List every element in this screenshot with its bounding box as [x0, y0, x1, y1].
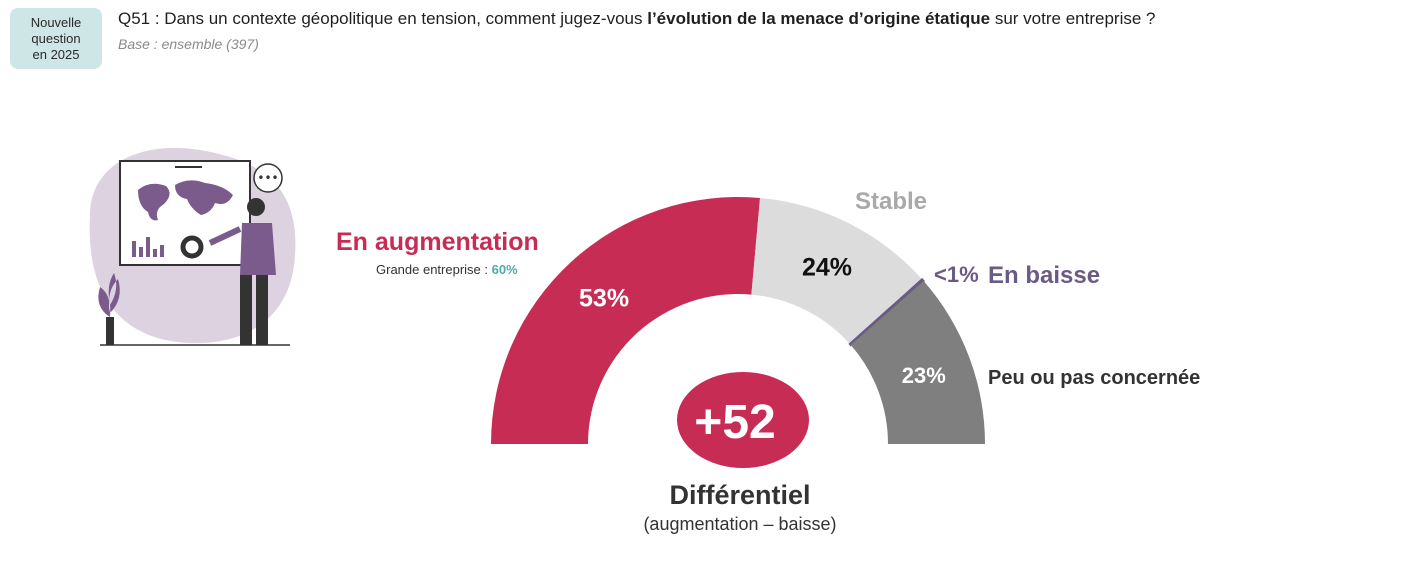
slice-label-augmentation: 53% [579, 285, 629, 313]
label-augmentation: En augmentation [336, 228, 539, 256]
badge-line-3: en 2025 [32, 46, 80, 62]
base-label: Base [118, 36, 150, 52]
differential-subtitle: (augmentation – baisse) [643, 514, 837, 534]
badge-line-1: Nouvelle [30, 14, 82, 30]
slice-stable [751, 197, 923, 344]
label-stable: Stable [855, 188, 928, 215]
differential-badge: +52 [677, 372, 809, 468]
label-baisse: En baisse [988, 262, 1101, 289]
base-sep: : [149, 36, 162, 52]
badge-line-2: question [31, 30, 81, 46]
question-title: Q51 : Dans un contexte géopolitique en t… [118, 9, 1398, 29]
question-prefix: Q51 : Dans un contexte géopolitique en t… [118, 9, 648, 28]
differential-ellipse [677, 372, 809, 468]
value-baisse: <1% [934, 262, 979, 287]
question-suffix: sur votre entreprise ? [990, 9, 1156, 28]
slice-label-peu: 23% [902, 363, 946, 388]
new-question-badge: Nouvelle question en 2025 [10, 8, 102, 69]
annotation-text: Grande entreprise : [376, 262, 492, 277]
differential-title: Différentiel [669, 480, 811, 510]
base-text: ensemble (397) [161, 36, 259, 52]
svg-text:•••: ••• [257, 171, 278, 185]
slice-augmentation [491, 197, 761, 444]
label-peu-concernee: Peu ou pas concernée [988, 367, 1201, 389]
question-bold: l’évolution de la menace d’origine étati… [647, 9, 991, 28]
annotation-grande-entreprise: Grande entreprise : 60% [376, 262, 518, 277]
slice-label-stable: 24% [802, 254, 852, 282]
differential-value: +52 [694, 396, 775, 449]
slice-peu [850, 281, 985, 444]
base-note: Base : ensemble (397) [118, 36, 259, 52]
presenter-illustration: ••• [89, 147, 296, 346]
annotation-value: 60% [491, 262, 518, 277]
